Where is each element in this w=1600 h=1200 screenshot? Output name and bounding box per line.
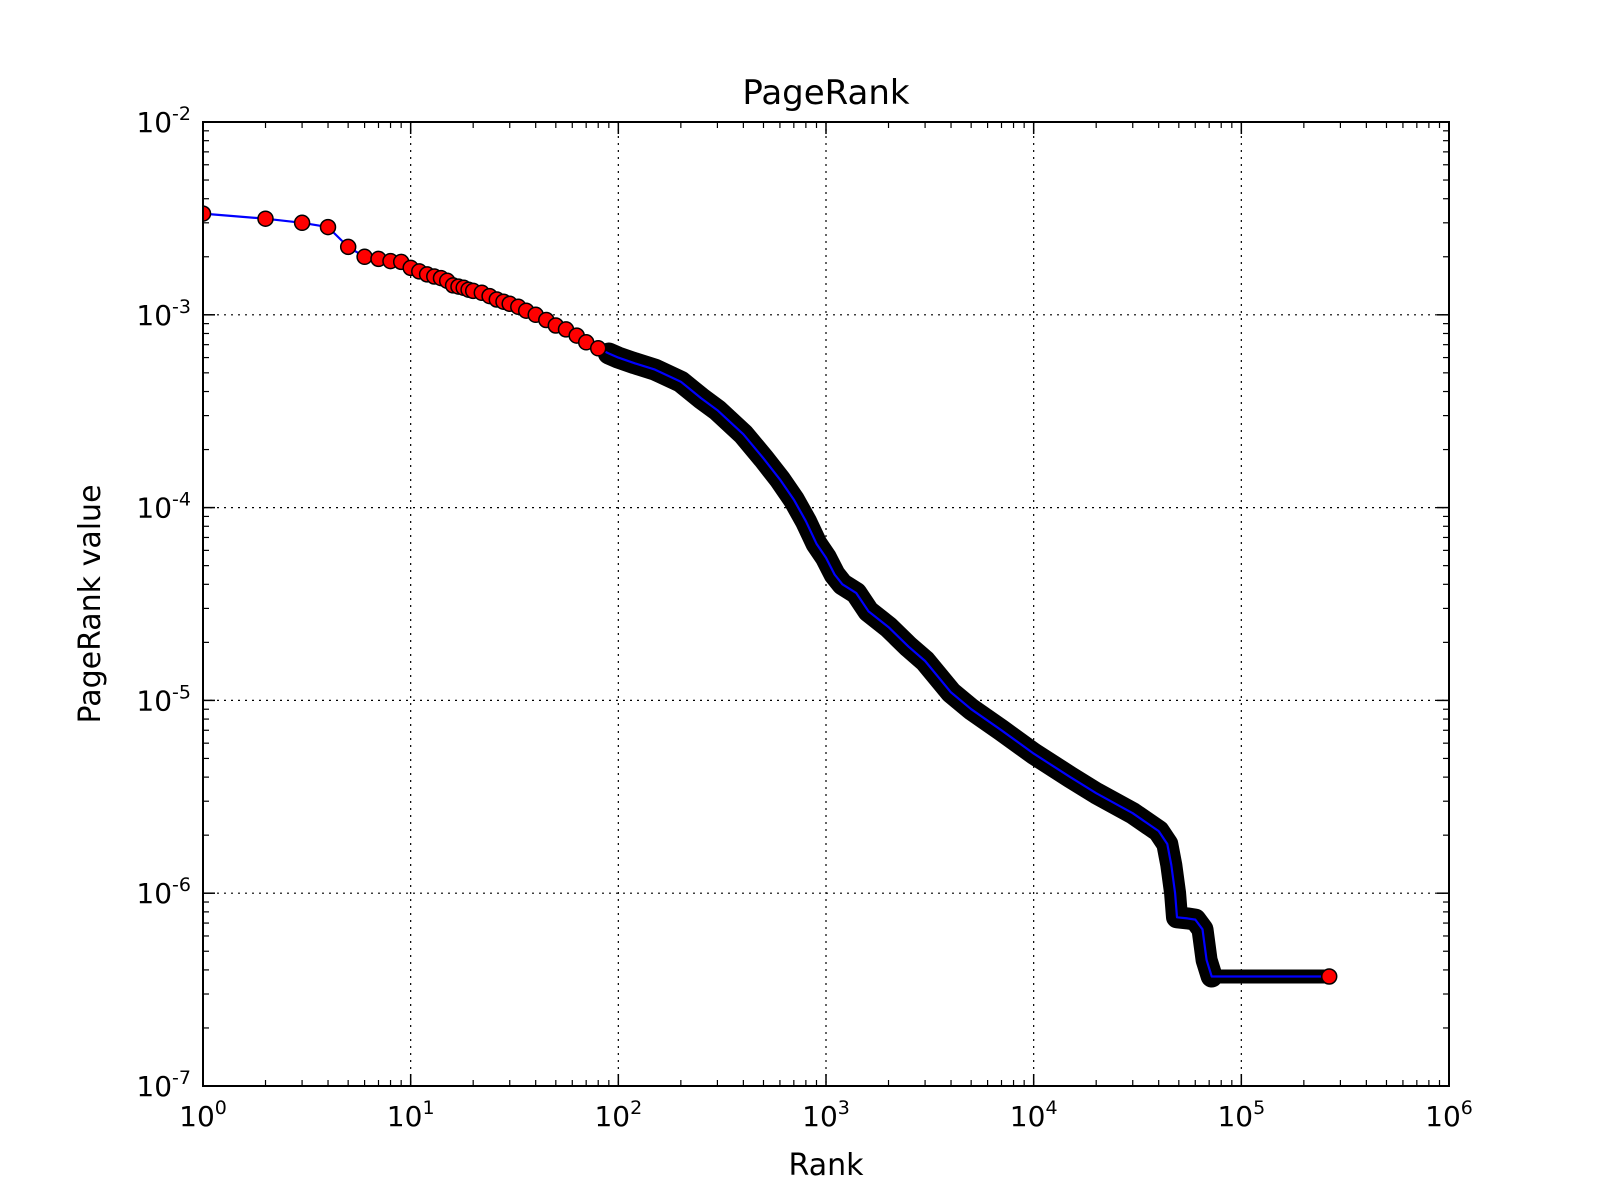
data-point-marker: [293, 214, 311, 232]
y-tick-label: 10-2: [136, 103, 191, 139]
y-axis-label: PageRank value: [73, 484, 108, 723]
tick-labels: 100 101 102 103 104 105 106 10-7 10-6 10-5 10-4 10-…: [136, 103, 1472, 1133]
y-tick-label: 10-7: [136, 1067, 191, 1103]
x-tick-label: 103: [802, 1097, 850, 1133]
data-point-marker: [203, 205, 212, 222]
grid-lines: [203, 122, 1449, 1086]
x-tick-label: 101: [387, 1097, 435, 1133]
data-point-marker: [1320, 968, 1338, 985]
y-tick-label: 10-4: [136, 489, 191, 525]
data-point-marker: [319, 218, 337, 236]
y-tick-label: 10-3: [136, 296, 191, 332]
data-point-marker: [339, 238, 357, 256]
x-tick-label: 105: [1217, 1097, 1265, 1133]
x-tick-label: 106: [1425, 1097, 1473, 1133]
data-point-marker: [257, 210, 274, 227]
plot-frame: [202, 121, 1450, 1087]
x-axis-label: Rank: [789, 1148, 865, 1183]
x-tick-label: 100: [179, 1097, 227, 1133]
x-tick-label: 104: [1010, 1097, 1058, 1133]
plot-area-background: [203, 122, 1449, 1086]
data-point-marker: [589, 340, 607, 357]
y-tick-label: 10-5: [136, 681, 191, 717]
y-tick-label: 10-6: [136, 874, 191, 910]
data-point-marker: [356, 248, 373, 266]
x-tick-label: 102: [594, 1097, 642, 1133]
data-series: [203, 205, 1338, 988]
chart-title: PageRank: [742, 73, 910, 113]
